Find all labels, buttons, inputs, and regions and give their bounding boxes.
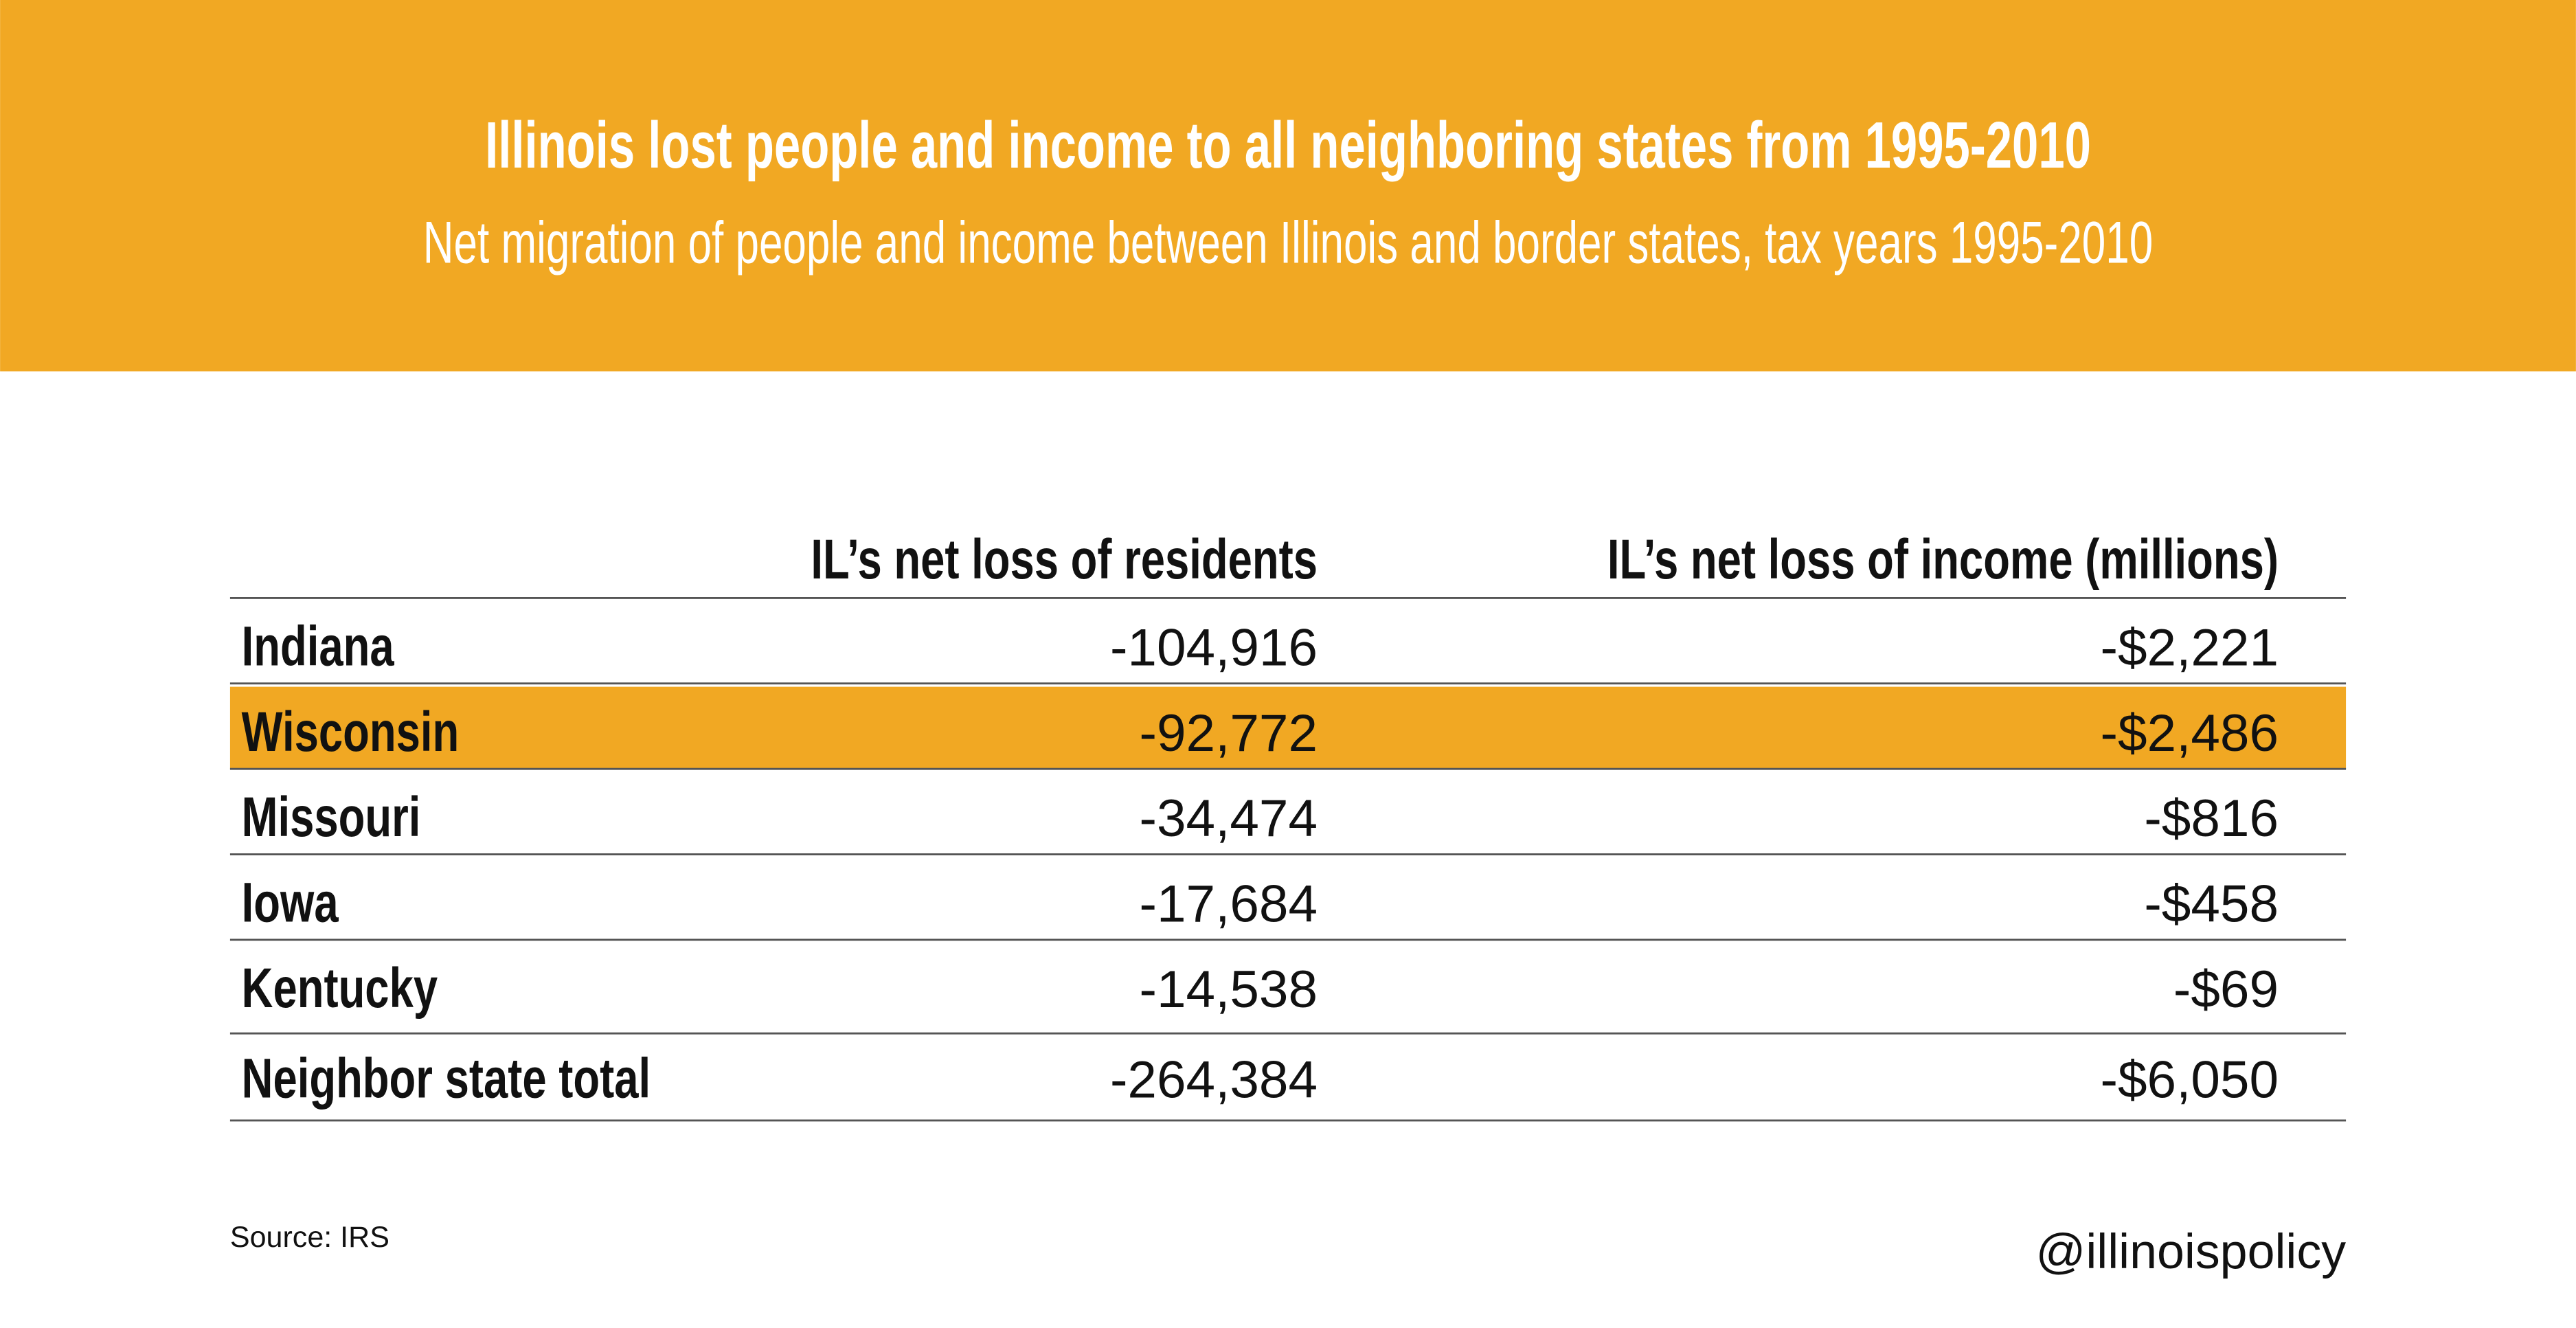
cell-value: -$816 bbox=[2144, 789, 2279, 848]
cell-value: -$69 bbox=[2173, 960, 2279, 1019]
column-header: IL’s net loss of residents bbox=[811, 528, 1318, 590]
row-label: Wisconsin bbox=[242, 701, 460, 763]
header-band bbox=[0, 0, 2576, 372]
cell-value: -104,916 bbox=[1110, 619, 1318, 677]
cell-value: -17,684 bbox=[1140, 875, 1318, 934]
cell-value: -34,474 bbox=[1140, 789, 1318, 848]
cell-value: -$6,050 bbox=[2101, 1050, 2279, 1109]
subtitle: Net migration of people and income betwe… bbox=[423, 210, 2153, 275]
cell-value: -264,384 bbox=[1110, 1050, 1318, 1109]
column-header: IL’s net loss of income (millions) bbox=[1607, 528, 2279, 590]
row-label: Neighbor state total bbox=[242, 1048, 651, 1110]
row-label: Iowa bbox=[242, 872, 339, 934]
cell-value: -$2,221 bbox=[2101, 619, 2279, 677]
cell-value: -$2,486 bbox=[2101, 704, 2279, 763]
handle: @illinoispolicy bbox=[2036, 1224, 2347, 1279]
row-label: Kentucky bbox=[242, 957, 438, 1019]
row-label: Missouri bbox=[242, 787, 421, 848]
cell-value: -14,538 bbox=[1140, 960, 1318, 1019]
source: Source: IRS bbox=[230, 1221, 389, 1254]
row-highlight bbox=[229, 686, 2347, 769]
cell-value: -$458 bbox=[2144, 875, 2279, 934]
table: IL’s net loss of residents IL’s net loss … bbox=[229, 528, 2347, 1122]
row-label: Indiana bbox=[242, 616, 395, 677]
cell-value: -92,772 bbox=[1140, 704, 1318, 763]
title: Illinois lost people and income to all n… bbox=[485, 109, 2091, 182]
